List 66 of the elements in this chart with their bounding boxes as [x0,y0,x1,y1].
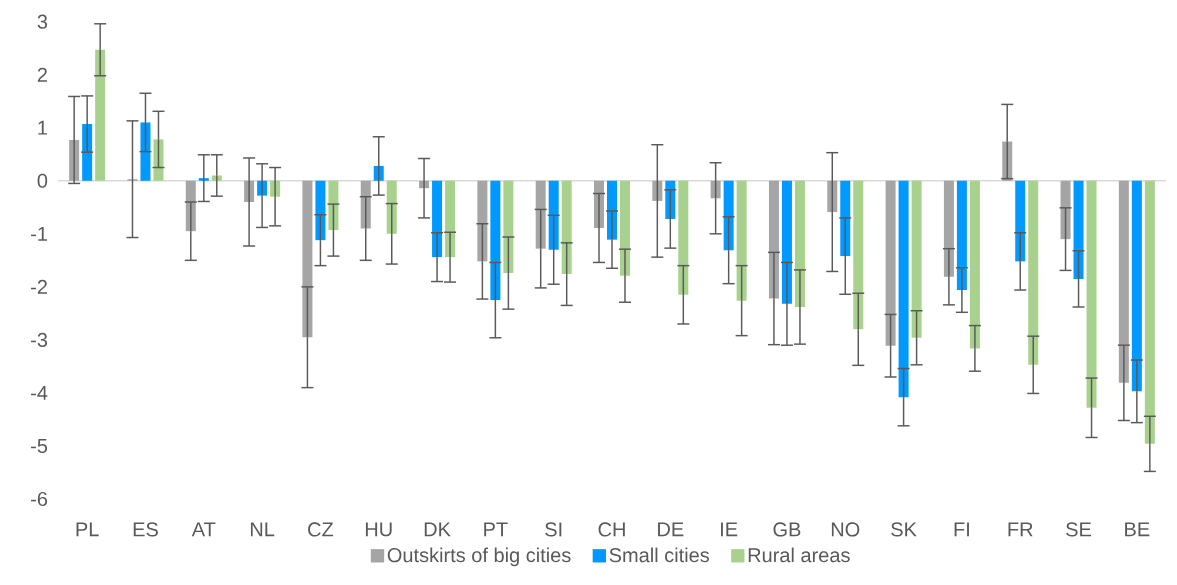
x-tick-label: DK [424,522,451,537]
bar [898,180,909,398]
x-tick-label: FR [1008,522,1033,537]
bar [943,180,954,277]
bar [561,180,572,275]
x-tick-label: NO [831,522,860,537]
x-tick-label: PT [484,522,508,537]
x-tick-label: FI [954,522,969,537]
bar [1118,180,1129,383]
x-tick-label: ES [133,522,158,537]
x-tick-label: SK [891,522,917,537]
legend-label: Outskirts of big cities [387,547,571,567]
bar [768,180,779,299]
bar [1131,180,1142,392]
bar [373,165,384,181]
y-tick-label: -1 [31,226,47,241]
bar [736,180,747,301]
bar [840,180,851,257]
bar [302,180,313,338]
x-tick-label: SE [1066,522,1092,537]
bar [678,180,689,295]
bar [853,180,864,330]
x-tick-label: CH [598,522,625,537]
x-tick-label: DE [658,522,684,537]
bar [490,180,501,301]
x-tick-label: IE [721,522,738,537]
x-tick-label: CZ [308,522,334,537]
y-tick-label: -3 [31,332,48,347]
bar [956,180,967,291]
bar [1086,180,1097,408]
bar [911,180,922,338]
y-tick-label: -2 [31,279,47,294]
bar [432,180,443,258]
y-tick-label: 2 [37,67,47,82]
bar [477,180,488,262]
bar [620,180,631,276]
bar [1144,180,1155,444]
bar [781,180,792,304]
legend-label: Rural areas [748,547,850,563]
x-tick-label: PL [76,522,99,537]
bar [548,180,559,250]
x-tick-label: SI [545,522,562,537]
y-tick-label: -6 [31,491,48,507]
bar [723,180,734,251]
bar [1073,180,1084,279]
bar [794,180,805,308]
x-tick-label: NL [250,522,275,537]
y-tick-label: 1 [38,120,47,135]
y-tick-label: -4 [31,386,48,400]
bar [969,180,980,349]
y-tick-label: 0 [37,173,48,188]
bar [1015,180,1026,262]
bar [503,180,514,274]
bar [140,122,151,181]
bar [95,49,106,181]
bar [885,180,896,346]
x-tick-label: GB [773,522,801,537]
y-tick-label: 3 [37,14,48,29]
bar [445,180,456,258]
bar [1028,180,1039,365]
bar [315,180,326,241]
x-tick-label: AT [191,522,216,537]
x-tick-label: HU [365,522,392,537]
x-tick-label: BE [1125,522,1150,537]
y-tick-label: -5 [31,438,48,453]
legend-label: Small cities [609,547,710,563]
